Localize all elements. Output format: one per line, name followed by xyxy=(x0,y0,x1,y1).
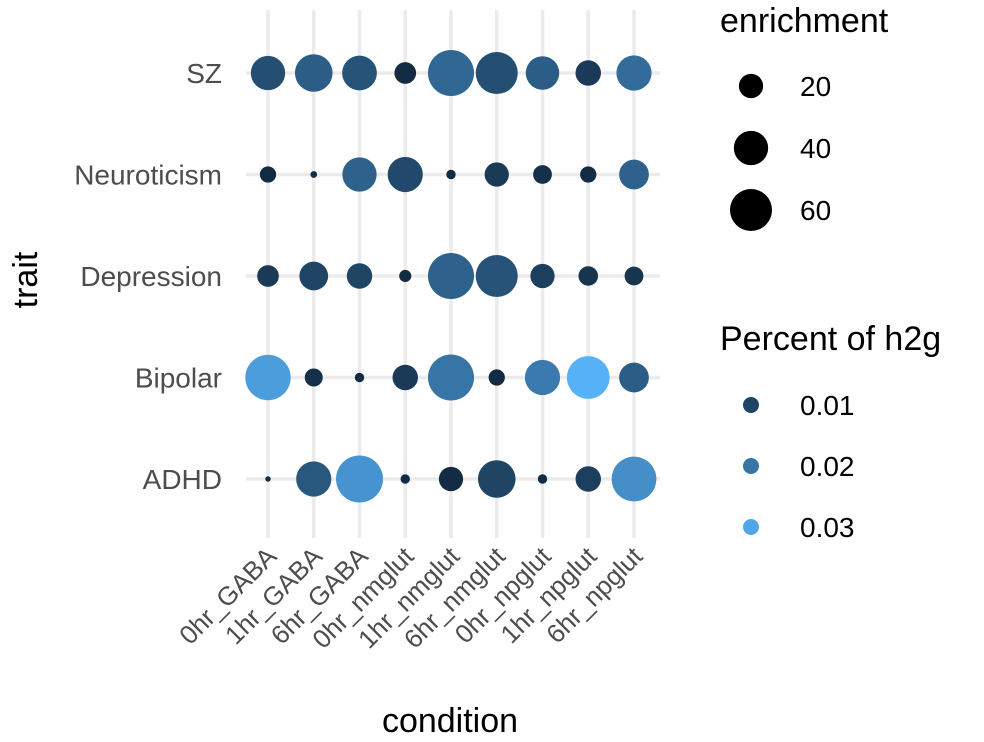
percent-h2g-legend-key xyxy=(743,519,759,535)
data-point xyxy=(578,266,599,286)
data-point xyxy=(446,169,456,180)
data-point xyxy=(566,356,610,399)
y-axis-tick-labels: SZ Neuroticism Depression Bipolar ADHD xyxy=(74,58,222,495)
data-point xyxy=(575,60,601,86)
data-point xyxy=(336,455,383,503)
percent-h2g-legend-label: 0.01 xyxy=(800,390,855,421)
enrichment-legend-key xyxy=(738,73,764,99)
data-points xyxy=(245,49,657,503)
percent-h2g-legend-label: 0.03 xyxy=(800,512,855,543)
enrichment-legend-key xyxy=(729,188,773,232)
data-point xyxy=(342,55,377,91)
y-tick-label: Depression xyxy=(80,261,222,292)
data-point xyxy=(525,56,560,90)
y-tick-label: ADHD xyxy=(143,464,222,495)
data-point xyxy=(619,159,649,190)
enrichment-legend-label: 20 xyxy=(800,71,831,102)
y-tick-label: Neuroticism xyxy=(74,160,222,191)
data-point xyxy=(438,466,464,492)
data-point xyxy=(427,252,475,300)
data-point xyxy=(537,474,548,484)
data-point xyxy=(394,62,417,84)
data-point xyxy=(310,171,318,178)
data-point xyxy=(387,156,423,193)
data-point xyxy=(250,55,286,91)
data-point xyxy=(342,157,377,192)
enrichment-legend-key xyxy=(733,130,769,166)
enrichment-legend-label: 60 xyxy=(800,195,831,226)
data-point xyxy=(400,474,410,484)
x-axis-title: condition xyxy=(382,702,518,740)
data-point xyxy=(427,49,475,97)
data-point xyxy=(294,54,333,92)
data-point xyxy=(580,166,597,183)
data-point xyxy=(392,364,418,391)
y-axis-title: trait xyxy=(7,251,45,308)
percent-h2g-legend: Percent of h2g 0.01 0.02 0.03 xyxy=(720,320,941,543)
data-point xyxy=(488,369,505,386)
data-point xyxy=(245,354,291,401)
percent-h2g-legend-title: Percent of h2g xyxy=(720,320,941,358)
data-point xyxy=(624,266,644,286)
data-point xyxy=(354,372,365,383)
data-point xyxy=(524,359,561,396)
data-point xyxy=(477,460,516,498)
data-point xyxy=(530,263,555,289)
data-point xyxy=(304,368,323,387)
percent-h2g-legend-label: 0.02 xyxy=(800,451,855,482)
enrichment-legend-label: 40 xyxy=(800,133,831,164)
data-point xyxy=(259,166,277,183)
enrichment-legend: enrichment 20 40 60 xyxy=(720,2,889,232)
data-point xyxy=(484,162,509,187)
data-point xyxy=(346,263,373,289)
data-point xyxy=(296,461,332,497)
enrichment-legend-title: enrichment xyxy=(720,2,889,40)
data-point xyxy=(299,261,329,291)
data-point xyxy=(575,466,601,492)
data-point xyxy=(475,51,518,95)
data-point xyxy=(427,354,475,401)
data-point xyxy=(533,165,552,184)
y-tick-label: Bipolar xyxy=(135,363,222,394)
data-point xyxy=(399,269,412,283)
data-point xyxy=(257,265,279,287)
percent-h2g-legend-key xyxy=(743,458,759,474)
data-point xyxy=(611,456,657,502)
y-tick-label: SZ xyxy=(186,58,222,89)
data-point xyxy=(475,254,518,298)
data-point xyxy=(616,55,652,91)
data-point xyxy=(619,362,649,393)
percent-h2g-legend-key xyxy=(743,397,759,413)
data-point xyxy=(265,476,271,482)
x-axis-tick-labels: 0hr_GABA1hr_GABA6hr_GABA0hr_nmglut1hr_nm… xyxy=(173,540,649,654)
